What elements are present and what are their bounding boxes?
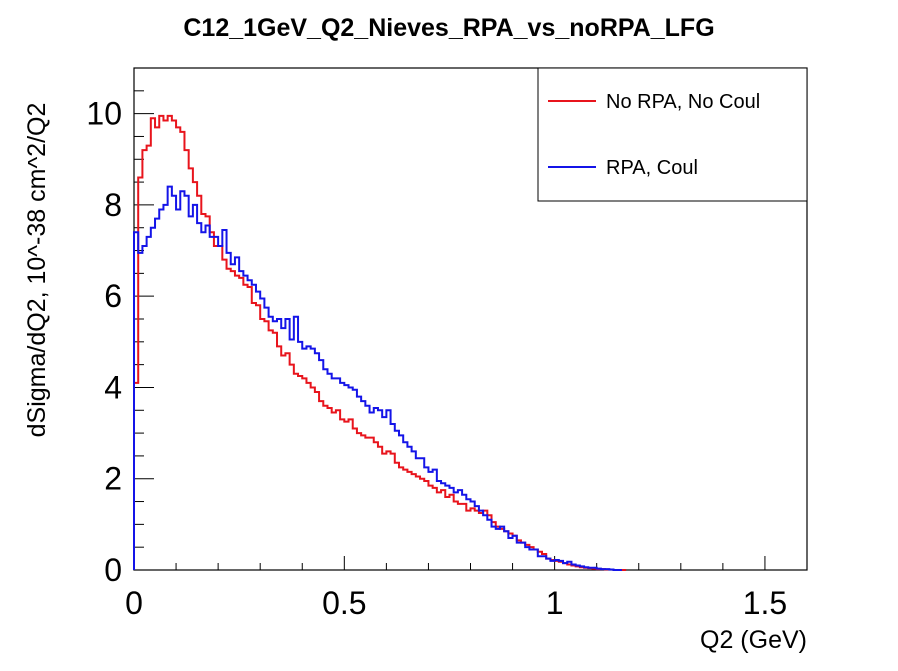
x-tick-label: 0 bbox=[125, 585, 143, 621]
legend-label-1: No RPA, No Coul bbox=[606, 91, 760, 113]
x-axis-label: Q2 (GeV) bbox=[700, 626, 807, 654]
x-tick-label: 0.5 bbox=[322, 585, 366, 621]
y-tick-label: 10 bbox=[86, 96, 122, 132]
axes: 0 0.5 1 1.5 0 2 4 6 8 10 bbox=[86, 67, 808, 621]
x-tick-label: 1.5 bbox=[743, 585, 787, 621]
legend-label-2: RPA, Coul bbox=[606, 157, 698, 179]
x-tick-label: 1 bbox=[546, 585, 564, 621]
y-tick-label: 2 bbox=[104, 461, 122, 497]
legend: No RPA, No Coul RPA, Coul bbox=[537, 67, 808, 202]
y-tick-label: 4 bbox=[104, 369, 122, 405]
legend-box bbox=[537, 67, 808, 202]
y-tick-label: 6 bbox=[104, 278, 122, 314]
chart-title: C12_1GeV_Q2_Nieves_RPA_vs_noRPA_LFG bbox=[183, 14, 714, 42]
series-line-2 bbox=[133, 185, 622, 571]
y-tick-label: 8 bbox=[104, 187, 122, 223]
series-layer bbox=[133, 114, 627, 571]
y-axis-label: dSigma/dQ2, 10^-38 cm^2/Q2 bbox=[23, 103, 51, 438]
y-tick-label: 0 bbox=[104, 552, 122, 588]
